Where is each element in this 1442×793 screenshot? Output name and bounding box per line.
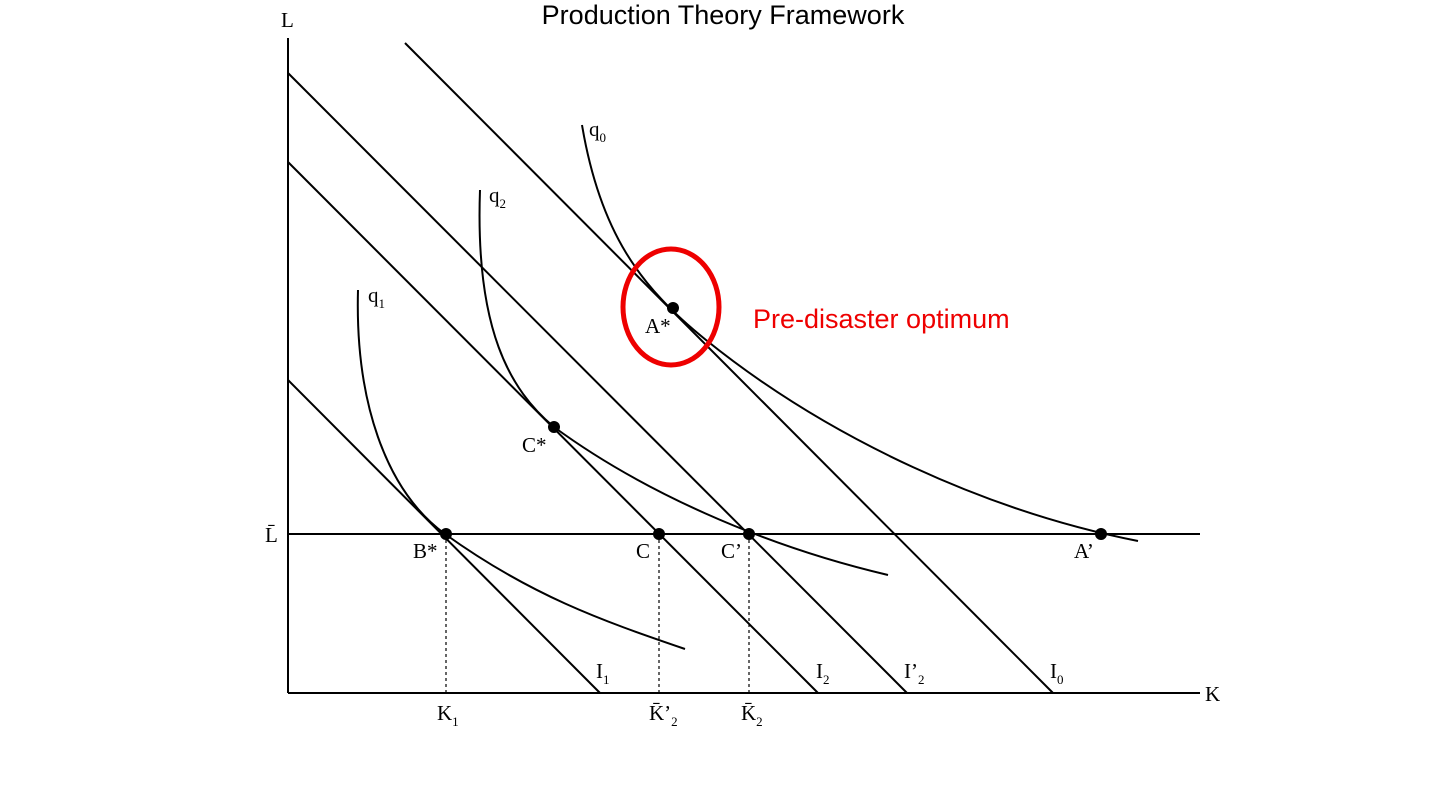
point-a-prime <box>1095 528 1107 540</box>
annotation-text: Pre-disaster optimum <box>753 304 1010 334</box>
point-c <box>653 528 665 540</box>
label-q2: q2 <box>489 183 506 211</box>
point-c-prime <box>743 528 755 540</box>
label-i2-prime: I’2 <box>904 659 925 687</box>
label-q0: q0 <box>589 117 606 145</box>
label-i2: I2 <box>816 659 830 687</box>
label-k2-prime: K̄’2 <box>649 701 678 729</box>
label-k2: K̄2 <box>741 701 763 729</box>
label-k1: K1 <box>437 701 459 729</box>
label-c-prime: C’ <box>721 539 742 563</box>
y-axis-label: L <box>281 8 294 32</box>
isoquant-q2 <box>478 189 889 576</box>
isocost-line-i0 <box>404 42 1054 694</box>
highlight-circle <box>620 246 722 368</box>
point-b-star <box>440 528 452 540</box>
isoquant-q0 <box>581 124 1139 542</box>
label-b-star: B* <box>413 539 438 563</box>
lbar-label: L̄ <box>265 523 278 547</box>
label-i1: I1 <box>596 659 610 687</box>
diagram-title: Production Theory Framework <box>542 0 905 30</box>
label-q1: q1 <box>368 283 385 311</box>
label-a-prime: A’ <box>1074 539 1094 563</box>
isocost-line-i2-prime <box>287 72 908 694</box>
label-i0: I0 <box>1050 659 1064 687</box>
point-a-star <box>667 302 679 314</box>
label-c-star: C* <box>522 433 547 457</box>
label-c: C <box>636 539 650 563</box>
x-axis-label: K <box>1205 682 1220 706</box>
label-a-star: A* <box>645 314 671 338</box>
point-c-star <box>548 421 560 433</box>
